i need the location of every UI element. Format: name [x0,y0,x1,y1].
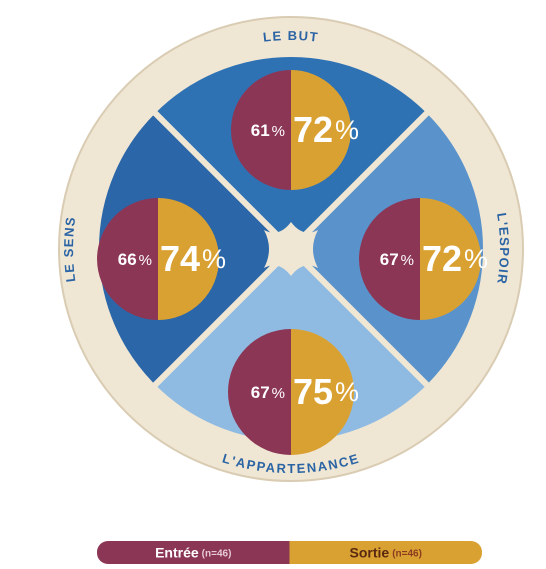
unit: % [272,385,285,402]
legend-name: Entrée [155,544,199,560]
entry-label: 67% [380,250,414,269]
quadrant-label: LE BUT [262,28,320,45]
unit: % [272,123,285,140]
exit-value: 74 [160,238,200,279]
entry-value: 67 [380,250,399,269]
chart: LE BUT L'ESPOIR L'APPARTENANCE LE SENS 6… [0,0,546,569]
exit-label: 75% [293,371,359,412]
exit-label: 72% [422,238,488,279]
entry-value: 61 [251,121,270,140]
unit: % [401,252,414,269]
legend-note: (n=46) [392,548,422,559]
unit: % [202,244,226,274]
legend: Entrée(n=46)Sortie(n=46) [97,541,482,564]
legend-name: Sortie [350,544,390,560]
quadrant-label-text: LE BUT [262,28,320,45]
legend-note: (n=46) [202,548,232,559]
quadrant-label: LE SENS [61,215,78,283]
unit: % [335,377,359,407]
entry-value: 67 [251,383,270,402]
exit-value: 72 [422,238,462,279]
entry-label: 61% [251,121,285,140]
unit: % [464,244,488,274]
exit-label: 74% [160,238,226,279]
exit-label: 72% [293,109,359,150]
exit-value: 75 [293,371,333,412]
quadrant-label-text: LE SENS [61,215,78,283]
unit: % [335,115,359,145]
legend-swatch [278,541,290,564]
exit-value: 72 [293,109,333,150]
entry-value: 66 [118,250,137,269]
unit: % [139,252,152,269]
entry-label: 67% [251,383,285,402]
entry-label: 66% [118,250,152,269]
